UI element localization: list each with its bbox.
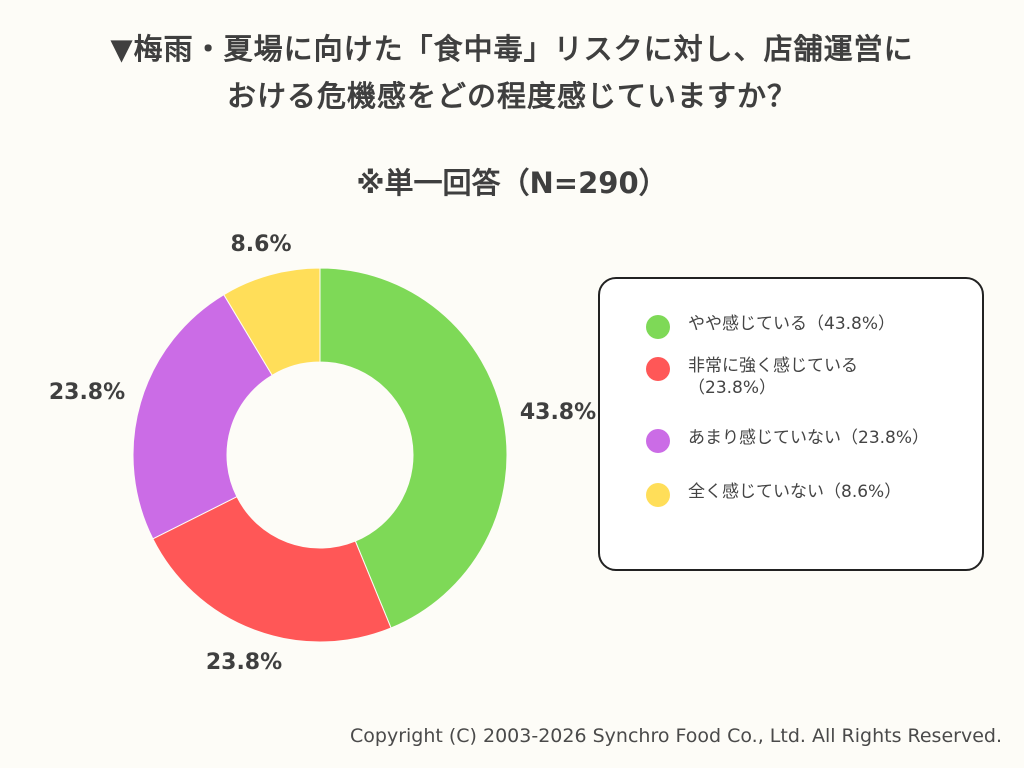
chart-subtitle: ※単一回答（N=290） [356,166,668,200]
legend-item-1: 非常に強く感じている（23.8%） [646,355,903,399]
data-label-1: 23.8% [206,650,282,675]
data-label-2: 23.8% [49,380,125,405]
legend: やや感じている（43.8%） 非常に強く感じている（23.8%） あまり感じてい… [598,277,984,571]
legend-label-1: 非常に強く感じている（23.8%） [688,356,858,398]
chart-title: ▼梅雨・夏場に向けた「食中毒」リスクに対し、店舗運営に おける危機感をどの程度感… [0,26,1024,120]
chart-title-line1: ▼梅雨・夏場に向けた「食中毒」リスクに対し、店舗運営に [110,32,914,66]
slice-not-at-all [223,267,321,376]
legend-item-2: あまり感じていない（23.8%） [646,427,978,453]
legend-item-3: 全く感じていない（8.6%） [646,481,978,507]
copyright-text: Copyright (C) 2003-2026 Synchro Food Co.… [350,725,1002,747]
slice-not-much [132,293,273,540]
legend-swatch-1 [646,357,670,381]
legend-swatch-2 [646,429,670,453]
slice-very-strong [152,496,392,643]
legend-label-0: やや感じている（43.8%） [688,314,896,334]
slice-somewhat [319,267,508,629]
chart-title-line2: おける危機感をどの程度感じていますか？ [226,79,797,113]
legend-swatch-0 [646,315,670,339]
data-label-0: 43.8% [520,400,596,425]
legend-item-0: やや感じている（43.8%） [646,313,978,339]
legend-label-2: あまり感じていない（23.8%） [688,428,930,448]
legend-swatch-3 [646,483,670,507]
legend-label-3: 全く感じていない（8.6%） [688,482,902,502]
data-label-3: 8.6% [230,232,291,257]
